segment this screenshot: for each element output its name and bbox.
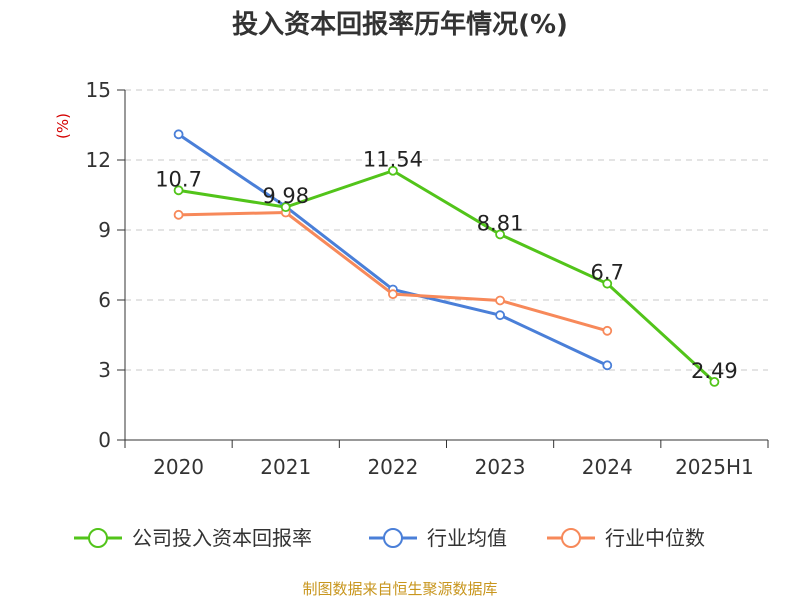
legend-swatch-marker: [561, 528, 581, 548]
y-tick-label: 6: [98, 288, 111, 312]
data-label: 2.49: [691, 359, 738, 383]
y-tick-label: 12: [86, 148, 111, 172]
x-tick-label: 2021: [260, 455, 311, 479]
data-point: [388, 165, 398, 176]
data-label: 6.7: [591, 261, 624, 285]
x-tick-label: 2020: [153, 455, 204, 479]
legend-swatch-marker: [88, 528, 108, 548]
data-labels: 10.7 9.98 11.54 8.81 6.7 2.49: [155, 148, 738, 383]
data-point: [602, 278, 613, 289]
legend-label: 公司投入资本回报率: [132, 526, 312, 550]
source-note: 制图数据来自恒生聚源数据库: [302, 580, 497, 598]
data-label: 9.98: [262, 184, 309, 208]
y-tick-label: 9: [98, 218, 111, 242]
series-line: [178, 169, 716, 384]
y-tick-label: 0: [98, 428, 111, 452]
data-point: [388, 289, 398, 300]
data-point: [280, 202, 291, 213]
y-axis-unit-label: (%): [54, 113, 72, 139]
grid-lines: [125, 89, 768, 371]
data-point: [495, 310, 505, 321]
data-point: [173, 209, 184, 220]
data-point: [495, 229, 505, 240]
data-label: 11.54: [363, 148, 423, 172]
data-point: [173, 185, 184, 196]
chart-title: 投入资本回报率历年情况(%): [232, 9, 568, 40]
y-tick-label: 3: [98, 358, 111, 382]
legend-label: 行业中位数: [605, 526, 705, 550]
data-label: 8.81: [477, 211, 524, 235]
data-point: [602, 360, 613, 371]
data-point: [602, 325, 613, 336]
x-tick-label: 2022: [367, 455, 418, 479]
data-point: [709, 376, 720, 387]
data-point: [173, 129, 184, 140]
legend-swatch-marker: [383, 528, 403, 548]
x-tick-label: 2024: [582, 455, 633, 479]
data-point: [495, 295, 505, 306]
x-tick-label: 2023: [475, 455, 526, 479]
axes: 0 3 6 9 12 15 2020 2021 2022 2023 2024 2025H1: [86, 78, 769, 479]
legend: 公司投入资本回报率 行业均值 行业中位数: [74, 526, 705, 550]
legend-label: 行业均值: [427, 526, 507, 550]
x-tick-label: 2025H1: [675, 455, 754, 479]
data-label: 10.7: [155, 167, 202, 191]
y-tick-label: 15: [86, 78, 111, 102]
series-lines: [173, 129, 720, 387]
